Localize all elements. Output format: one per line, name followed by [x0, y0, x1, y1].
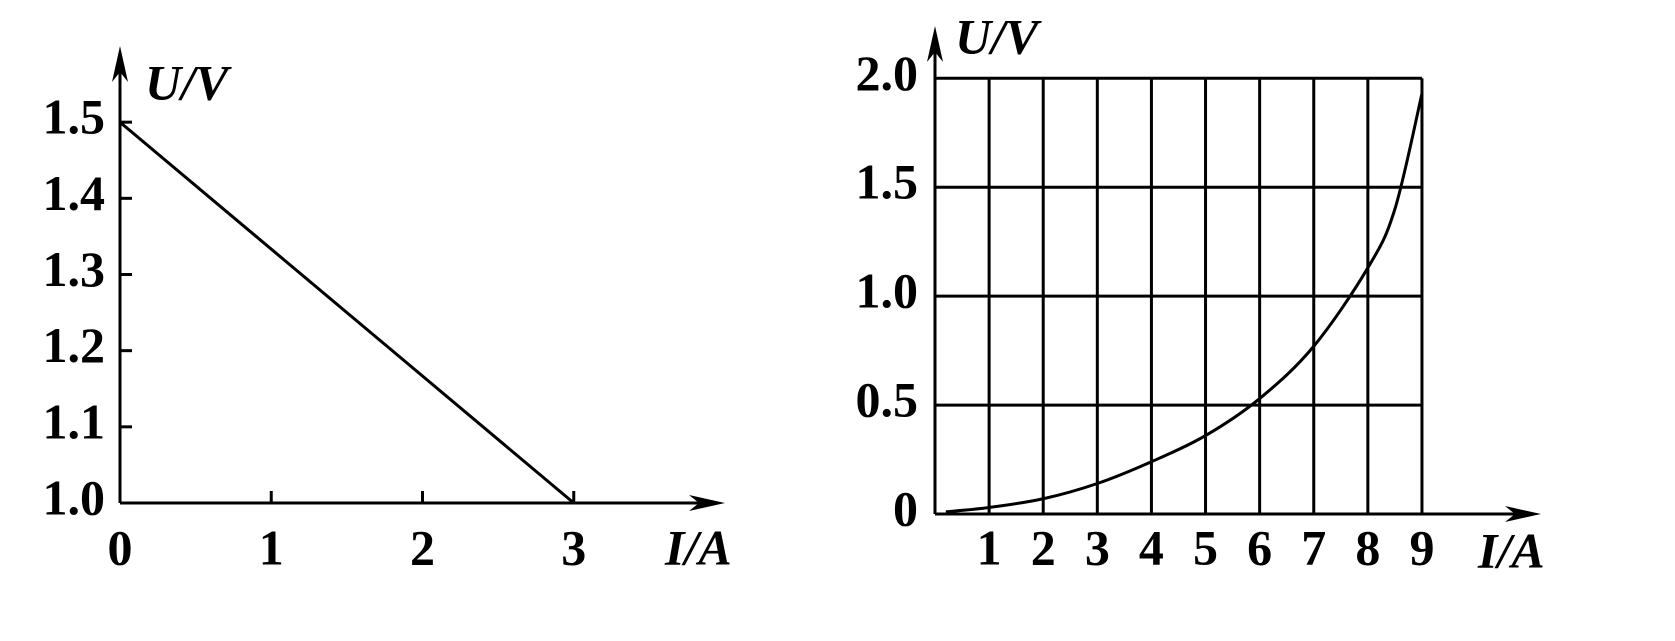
x-tick-label: 3 [1085, 519, 1110, 575]
y-tick-label: 0 [893, 480, 918, 536]
x-axis-arrow [1505, 506, 1541, 522]
x-tick-label: 2 [410, 519, 435, 575]
x-tick-label: 1 [977, 519, 1002, 575]
y-axis-label: U/V [955, 8, 1042, 64]
y-tick-label: 2.0 [856, 45, 919, 101]
y-tick-label: 1.1 [43, 393, 106, 449]
x-tick-label: 5 [1193, 519, 1218, 575]
x-tick-label: 7 [1301, 519, 1326, 575]
x-tick-label: 4 [1139, 519, 1164, 575]
chart: 1 2 3 4 5 6 7 8 9 0 0.5 1.0 1.5 2.0 U/V I/A [856, 8, 1545, 578]
y-tick-label: 1.0 [856, 263, 919, 319]
y-tick-label: 1.0 [43, 469, 106, 525]
x-tick-label: 8 [1355, 519, 1380, 575]
data-line [119, 121, 575, 505]
y-tick-label: 1.3 [43, 241, 106, 297]
x-tick-label: 6 [1247, 519, 1272, 575]
x-tick-label: 2 [1031, 519, 1056, 575]
x-tick-label: 9 [1409, 519, 1434, 575]
y-tick-label: 1.4 [43, 165, 106, 221]
x-tick-label: 0 [108, 519, 133, 575]
chart: 0 1 2 3 1.0 1.1 1.2 1.3 1.4 1.5 U/V I/A [43, 46, 732, 575]
y-tick-label: 1.5 [43, 89, 106, 145]
x-axis-arrow [689, 495, 725, 511]
y-axis-arrow [927, 26, 943, 62]
y-tick-label: 1.2 [43, 317, 106, 373]
y-tick-label: 0.5 [856, 372, 919, 428]
data-line [945, 93, 1424, 514]
x-tick-label: 3 [561, 519, 586, 575]
y-axis-arrow [112, 46, 128, 82]
x-tick-label: 1 [259, 519, 284, 575]
y-tick-label: 1.5 [856, 154, 919, 210]
x-axis-label: I/A [664, 519, 732, 575]
y-axis-label: U/V [145, 54, 232, 110]
x-axis-label: I/A [1477, 522, 1545, 578]
